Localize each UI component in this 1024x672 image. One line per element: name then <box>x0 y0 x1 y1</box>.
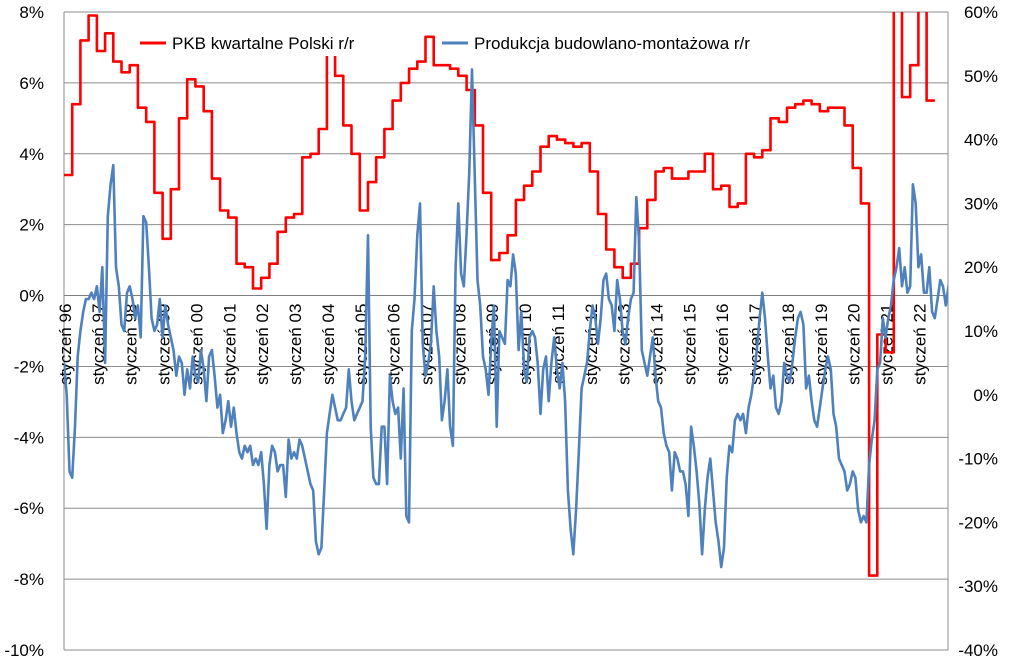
y-right-tick-label: -40% <box>958 641 998 660</box>
y-right-tick-label: 0% <box>973 386 998 405</box>
y-axis-right-ticks: -40% -30% -20% -10% 0% 10% 20% 30% 40% 50% 60% <box>958 3 998 660</box>
y-right-tick-label: 20% <box>964 258 998 277</box>
y-right-tick-label: 50% <box>964 67 998 86</box>
y-left-tick-label: 2% <box>19 216 44 235</box>
y-left-tick-label: -6% <box>14 499 44 518</box>
x-tick-label: styczeń 06 <box>385 304 404 385</box>
x-tick-label: styczeń 03 <box>286 304 305 385</box>
x-tick-label: styczeń 04 <box>319 304 338 385</box>
y-left-tick-label: 6% <box>19 74 44 93</box>
y-right-tick-label: 10% <box>964 322 998 341</box>
x-tick-label: styczeń 96 <box>56 304 75 385</box>
x-tick-label: styczeń 02 <box>253 304 272 385</box>
y-right-tick-label: -20% <box>958 513 998 532</box>
y-left-tick-label: -2% <box>14 357 44 376</box>
y-left-tick-label: -8% <box>14 570 44 589</box>
x-tick-label: styczeń 19 <box>812 304 831 385</box>
y-right-tick-label: 30% <box>964 194 998 213</box>
y-left-tick-label: 4% <box>19 145 44 164</box>
legend-label: PKB kwartalne Polski r/r <box>172 34 355 53</box>
x-tick-label: styczeń 01 <box>220 304 239 385</box>
series-lines <box>64 12 948 577</box>
legend-label: Produkcja budowlano-montażowa r/r <box>474 34 750 53</box>
y-left-tick-label: 8% <box>19 3 44 22</box>
x-tick-label: styczeń 16 <box>713 304 732 385</box>
y-left-tick-label: -4% <box>14 428 44 447</box>
y-axis-left-ticks: -10% -8% -6% -4% -2% 0% 2% 4% 6% 8% <box>4 3 44 660</box>
y-right-tick-label: -30% <box>958 577 998 596</box>
x-tick-label: styczeń 14 <box>648 304 667 385</box>
y-left-tick-label: -10% <box>4 641 44 660</box>
series-line-pkb <box>64 12 935 577</box>
y-right-tick-label: 60% <box>964 3 998 22</box>
y-right-tick-label: 40% <box>964 131 998 150</box>
x-axis-ticks: styczeń 96 styczeń 97 styczeń 98 styczeń 99… <box>56 304 929 385</box>
y-left-tick-label: 0% <box>19 287 44 306</box>
legend-bg <box>136 30 404 56</box>
legend-bg <box>438 30 792 56</box>
x-tick-label: styczeń 15 <box>680 304 699 385</box>
series-line-produkcja <box>64 68 948 569</box>
legend: PKB kwartalne Polski r/r Produkcja budowl… <box>136 30 792 56</box>
x-tick-label: styczeń 98 <box>122 304 141 385</box>
y-right-tick-label: -10% <box>958 450 998 469</box>
x-tick-label: styczeń 22 <box>910 304 929 385</box>
x-tick-label: styczeń 20 <box>845 304 864 385</box>
